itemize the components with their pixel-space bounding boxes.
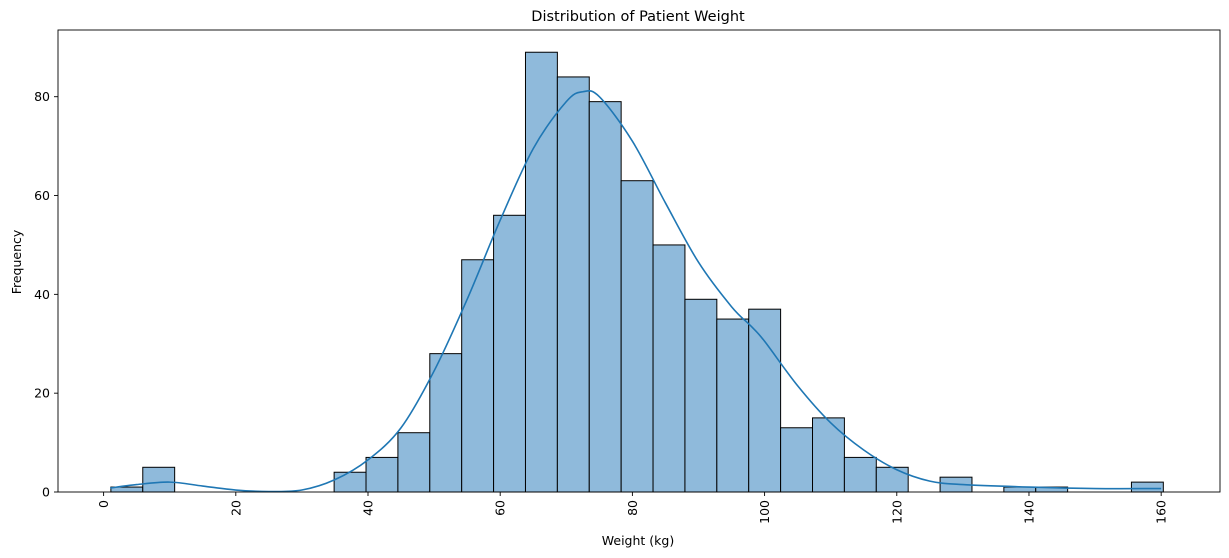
y-tick-label: 20 <box>34 386 50 401</box>
chart-title: Distribution of Patient Weight <box>531 9 745 25</box>
y-axis-label: Frequency <box>9 229 24 294</box>
histogram-bar <box>620 180 654 493</box>
histogram-bar <box>556 76 590 493</box>
bars-layer <box>110 51 1164 493</box>
histogram-bar <box>748 308 782 493</box>
histogram-bar <box>875 466 909 493</box>
histogram-bar <box>843 456 877 493</box>
x-tick-label: 160 <box>1154 500 1169 524</box>
y-tick-label: 0 <box>42 485 50 500</box>
histogram-bar <box>588 101 622 493</box>
histogram-bar <box>1130 481 1164 493</box>
x-tick-label: 100 <box>757 500 772 524</box>
x-tick-label: 20 <box>228 500 243 516</box>
histogram-bar <box>716 318 750 493</box>
histogram-bar <box>461 259 495 493</box>
x-ticks-layer: 0 20 40 60 80 100 120 140 160 <box>96 492 1169 524</box>
histogram-bar <box>684 298 718 493</box>
y-tick-label: 40 <box>34 287 50 302</box>
histogram-bar <box>142 466 176 493</box>
y-tick-label: 60 <box>34 188 50 203</box>
x-axis-label: Weight (kg) <box>602 533 674 548</box>
x-tick-label: 60 <box>493 500 508 516</box>
histogram-bar <box>493 214 526 493</box>
histogram-bar <box>780 427 813 493</box>
axes-layer <box>57 29 1221 493</box>
plot-frame <box>57 29 1221 493</box>
histogram-bar <box>652 244 686 493</box>
y-tick-label: 80 <box>34 89 50 104</box>
x-tick-label: 140 <box>1021 500 1036 524</box>
histogram-bar <box>397 432 431 493</box>
histogram-bar <box>429 353 463 493</box>
x-tick-label: 80 <box>625 500 640 516</box>
histogram-bar <box>365 456 399 493</box>
histogram-bar <box>333 471 367 493</box>
histogram-bar <box>812 417 845 493</box>
x-tick-label: 0 <box>96 500 111 508</box>
x-tick-label: 40 <box>361 500 376 516</box>
x-tick-label: 120 <box>889 500 904 524</box>
y-ticks-layer: 0 20 40 60 80 <box>34 89 58 500</box>
